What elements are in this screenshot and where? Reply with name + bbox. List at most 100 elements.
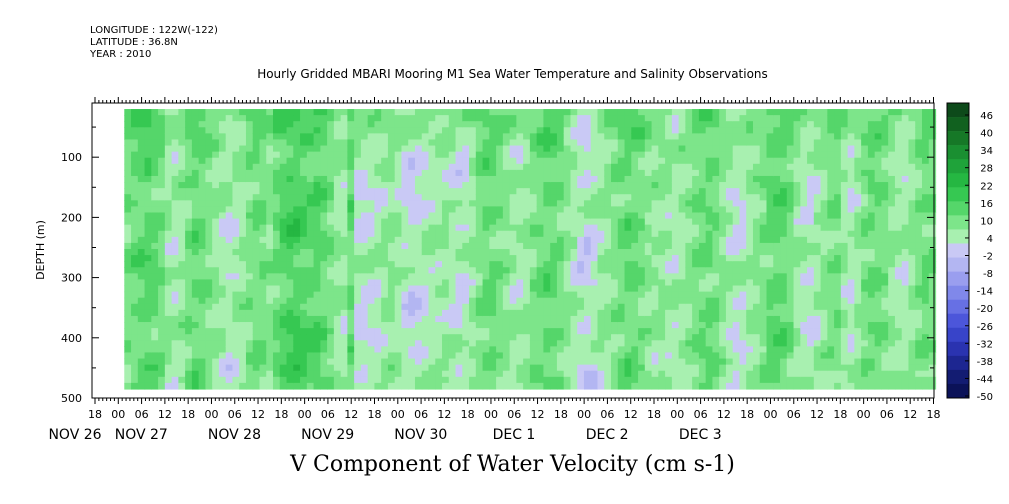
heatmap-cell xyxy=(516,242,524,250)
heatmap-cell xyxy=(475,285,484,293)
heatmap-cell xyxy=(158,261,166,268)
heatmap-cell xyxy=(313,364,321,372)
heatmap-cell xyxy=(374,194,382,201)
heatmap-cell xyxy=(144,248,152,256)
heatmap-cell xyxy=(692,279,700,287)
heatmap-cell xyxy=(807,261,815,268)
heatmap-cell xyxy=(617,212,626,220)
heatmap-cell xyxy=(279,346,288,354)
heatmap-cell xyxy=(658,127,666,134)
heatmap-cell xyxy=(563,230,572,238)
heatmap-cell xyxy=(692,248,700,256)
heatmap-cell xyxy=(212,121,220,128)
heatmap-cell xyxy=(171,285,179,293)
heatmap-cell xyxy=(171,188,179,195)
heatmap-cell xyxy=(367,285,376,293)
heatmap-cell xyxy=(509,133,517,141)
heatmap-cell xyxy=(604,109,612,116)
heatmap-cell xyxy=(347,340,355,347)
heatmap-cell xyxy=(543,194,551,201)
heatmap-cell xyxy=(604,200,612,207)
heatmap-cell xyxy=(665,121,673,128)
heatmap-cell xyxy=(611,242,619,250)
heatmap-cell xyxy=(178,309,186,317)
heatmap-cell xyxy=(685,352,693,360)
heatmap-cell xyxy=(435,194,443,201)
heatmap-cell xyxy=(151,151,159,159)
heatmap-cell xyxy=(198,261,207,268)
heatmap-cell xyxy=(178,328,186,335)
heatmap-cell xyxy=(421,194,430,201)
heatmap-cell xyxy=(259,315,267,323)
heatmap-cell xyxy=(333,218,342,226)
heatmap-cell xyxy=(354,200,362,207)
heatmap-cell xyxy=(780,382,788,390)
heatmap-cell xyxy=(556,115,565,122)
heatmap-cell xyxy=(293,157,301,165)
heatmap-cell xyxy=(773,255,781,262)
heatmap-cell xyxy=(266,157,274,165)
heatmap-cell xyxy=(719,328,727,335)
heatmap-cell xyxy=(151,200,159,207)
heatmap-cell xyxy=(320,212,328,220)
heatmap-cell xyxy=(252,157,261,165)
heatmap-cell xyxy=(387,285,396,293)
heatmap-cell xyxy=(320,376,328,384)
heatmap-cell xyxy=(671,194,680,201)
heatmap-cell xyxy=(266,334,274,341)
heatmap-cell xyxy=(191,303,200,311)
heatmap-cell xyxy=(590,230,599,238)
heatmap-cell xyxy=(178,334,186,341)
heatmap-cell xyxy=(813,382,822,390)
heatmap-cell xyxy=(131,255,139,262)
heatmap-cell xyxy=(347,279,355,287)
heatmap-cell xyxy=(502,163,511,171)
heatmap-cell xyxy=(631,175,639,183)
heatmap-cell xyxy=(401,169,409,177)
heatmap-cell xyxy=(205,322,213,329)
heatmap-cell xyxy=(746,358,754,366)
heatmap-cell xyxy=(725,255,734,262)
heatmap-cell xyxy=(732,291,741,299)
heatmap-cell xyxy=(374,169,382,177)
heatmap-cell xyxy=(800,285,808,293)
heatmap-cell xyxy=(570,352,578,360)
heatmap-cell xyxy=(793,109,801,116)
heatmap-cell xyxy=(131,115,139,122)
heatmap-cell xyxy=(698,151,707,159)
heatmap-cell xyxy=(124,224,132,232)
heatmap-cell xyxy=(421,315,430,323)
heatmap-cell xyxy=(367,346,376,354)
heatmap-cell xyxy=(469,297,477,305)
heatmap-cell xyxy=(462,334,470,341)
heatmap-cell xyxy=(469,224,477,232)
heatmap-cell xyxy=(827,115,835,122)
heatmap-cell xyxy=(746,236,754,244)
heatmap-cell xyxy=(408,127,416,134)
heatmap-cell xyxy=(847,127,855,134)
heatmap-cell xyxy=(665,273,673,281)
heatmap-cell xyxy=(137,242,146,250)
heatmap-cell xyxy=(840,255,849,262)
heatmap-cell xyxy=(590,328,599,335)
heatmap-cell xyxy=(293,163,301,171)
heatmap-cell xyxy=(381,242,389,250)
heatmap-cell xyxy=(151,364,159,372)
heatmap-cell xyxy=(198,328,207,335)
heatmap-cell xyxy=(489,370,497,378)
heatmap-cell xyxy=(523,328,531,335)
heatmap-cell xyxy=(401,115,409,122)
heatmap-cell xyxy=(746,133,754,141)
heatmap-cell xyxy=(563,200,572,207)
heatmap-cell xyxy=(577,230,585,238)
heatmap-cell xyxy=(300,248,308,256)
heatmap-cell xyxy=(502,121,511,128)
heatmap-cell xyxy=(232,230,240,238)
heatmap-cell xyxy=(624,273,632,281)
heatmap-cell xyxy=(401,267,409,274)
heatmap-cell xyxy=(712,291,720,299)
heatmap-cell xyxy=(320,382,328,390)
heatmap-cell xyxy=(164,236,173,244)
heatmap-cell xyxy=(333,273,342,281)
heatmap-cell xyxy=(685,382,693,390)
